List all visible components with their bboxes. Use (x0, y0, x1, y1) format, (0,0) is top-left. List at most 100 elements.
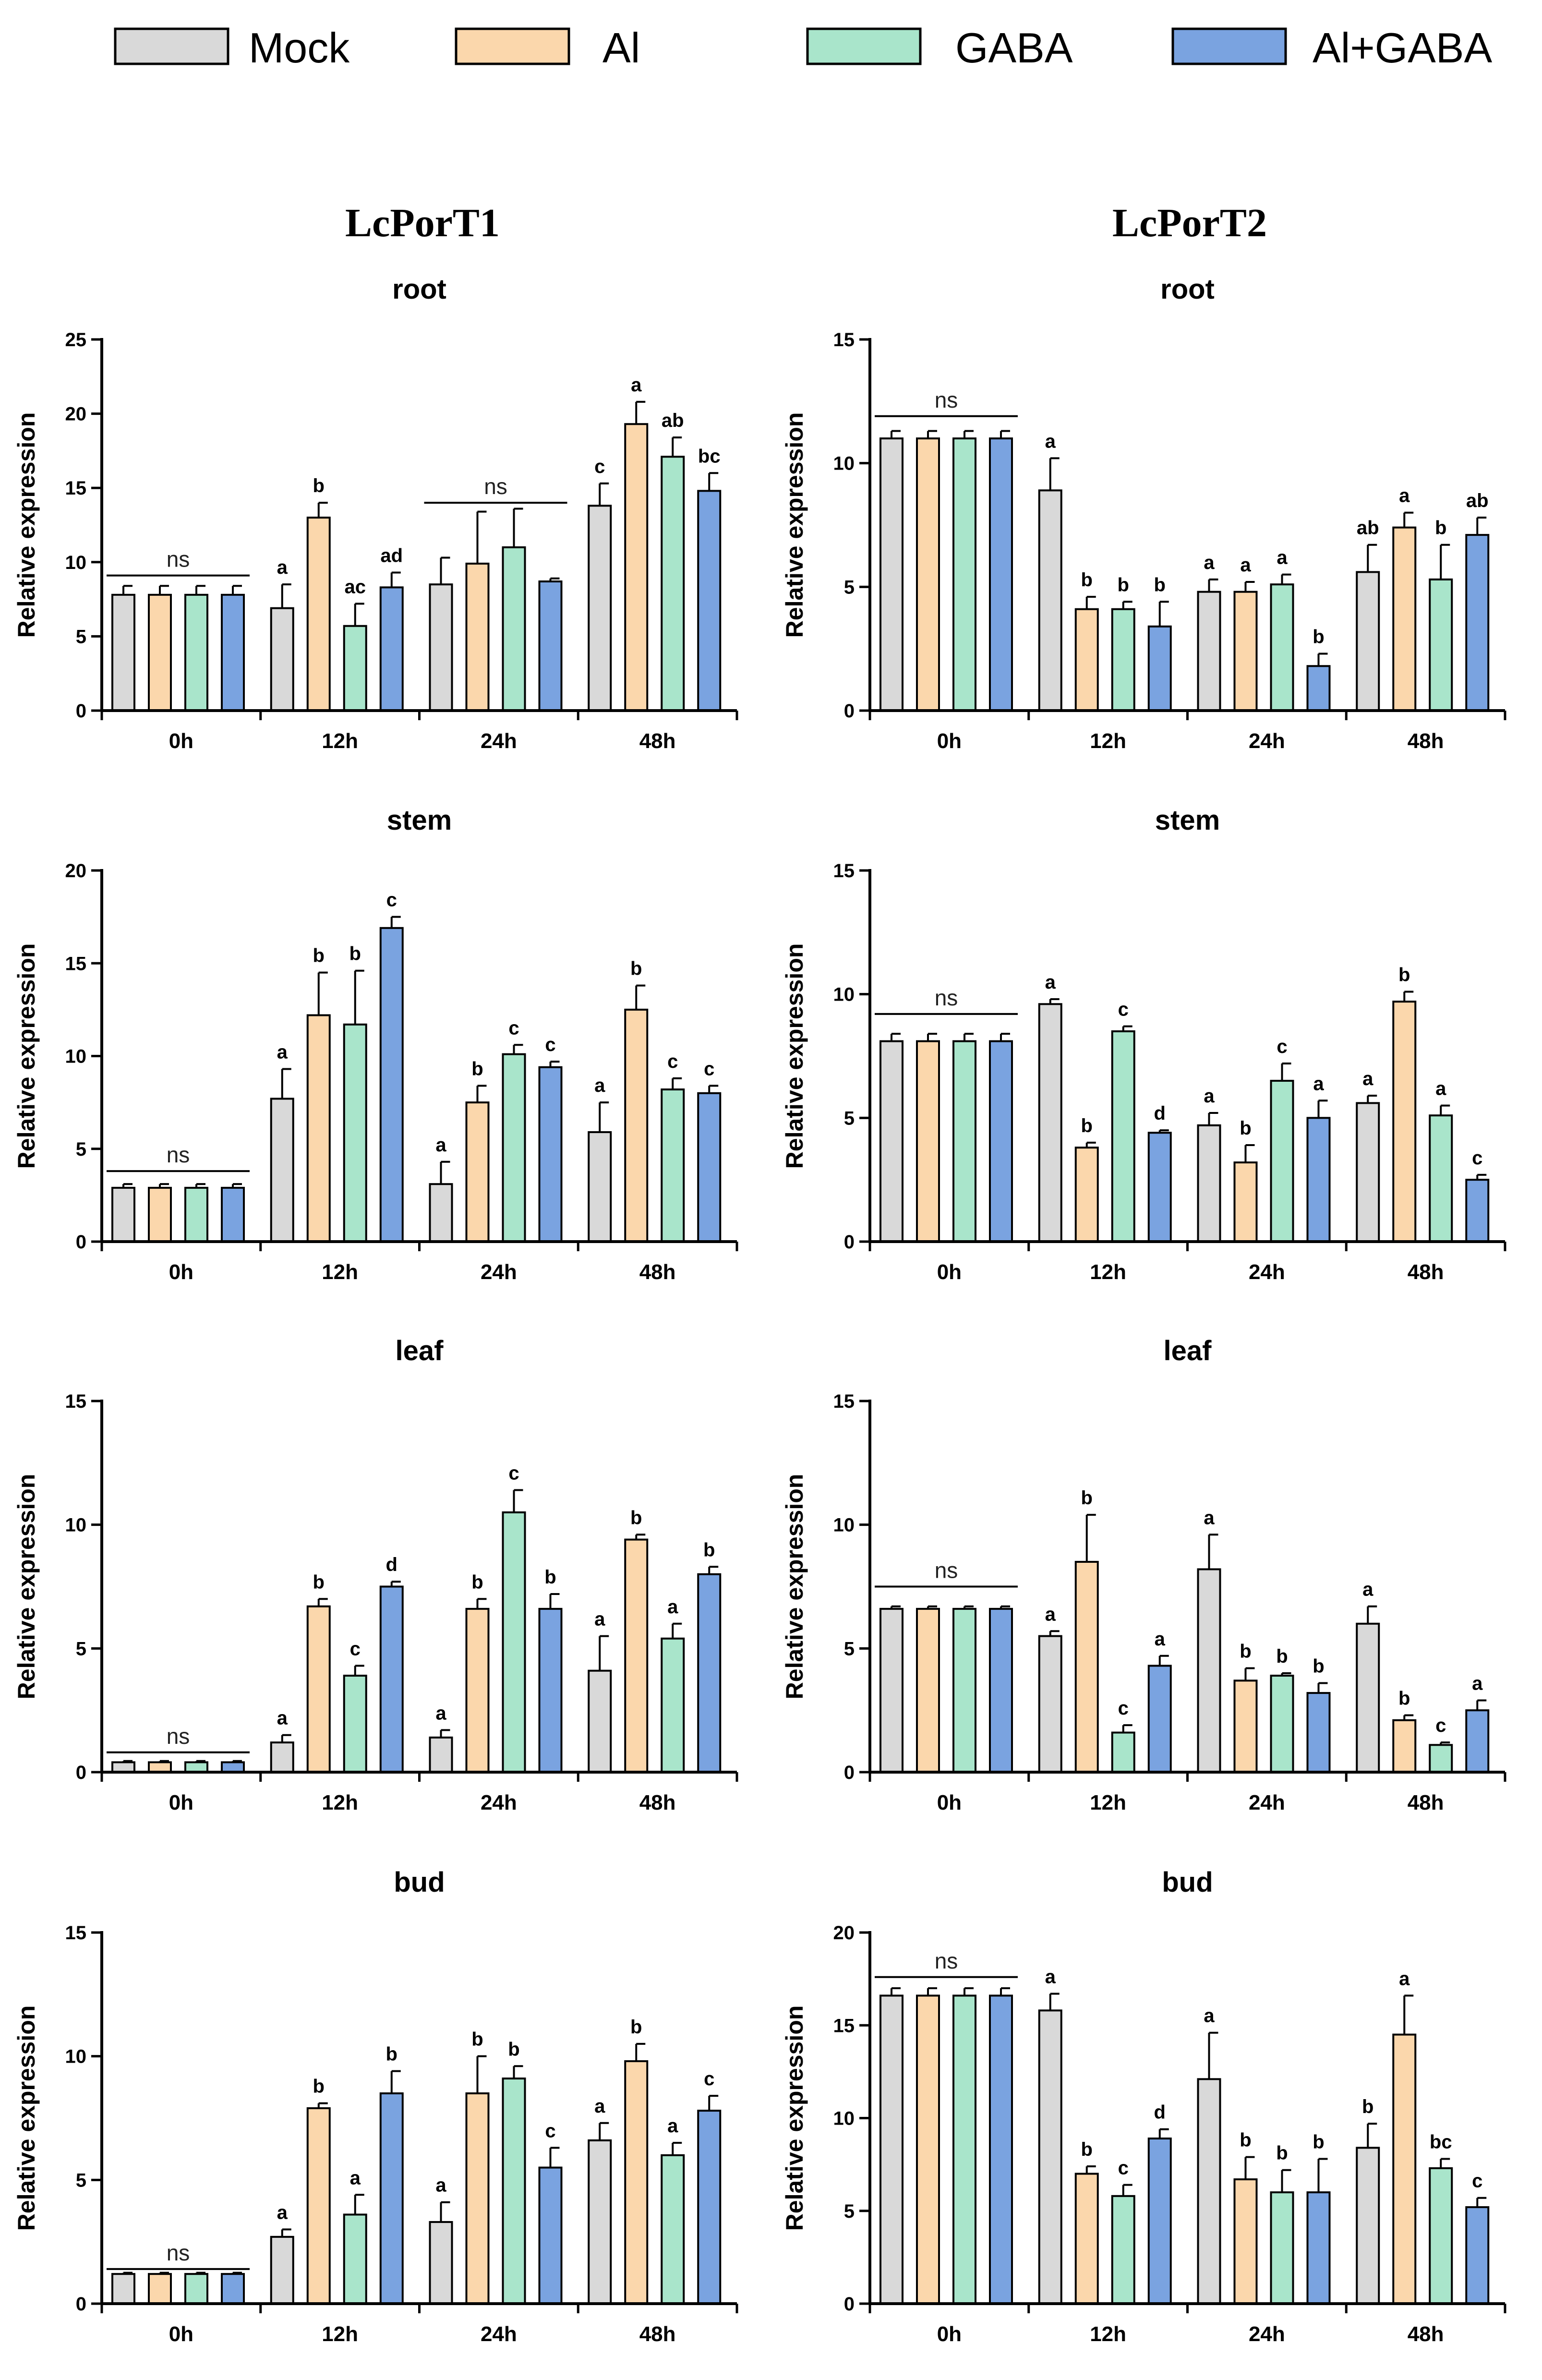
significance-label: b (1398, 965, 1410, 986)
bar-al-24h (465, 1101, 490, 1243)
bar-gaba-0h (952, 437, 976, 712)
significance-label: a (1204, 1507, 1215, 1528)
legend-label-al: Al (602, 24, 640, 72)
panel-lcport2-stem: stem Relative expression a a a b b b c c a d a c ns 0 5 1… (781, 805, 1506, 1284)
legend-label-gaba: GABA (955, 24, 1073, 72)
y-tick-label: 15 (833, 329, 855, 350)
x-tick-label-48h: 48h (1408, 1260, 1444, 1284)
bar-gaba-24h (502, 1053, 526, 1243)
x-tick-label-12h: 12h (322, 2322, 358, 2346)
bar-al-0h (148, 593, 172, 712)
y-tick-label: 0 (844, 1232, 855, 1253)
bar-al-0h (148, 1186, 172, 1243)
significance-label: a (1204, 552, 1215, 573)
bar-mock-0h (879, 1607, 904, 1773)
significance-label: a (1155, 1629, 1166, 1650)
bar-al-48h (624, 423, 649, 712)
bar-gaba-48h (661, 456, 685, 712)
legend-item-gaba: GABA (806, 24, 1073, 72)
y-tick-label: 5 (844, 577, 855, 598)
y-tick-label: 15 (65, 1391, 87, 1412)
bar-al-48h (1392, 526, 1417, 712)
bar-gaba-0h (184, 593, 208, 712)
significance-label: b (1081, 1487, 1093, 1509)
y-tick-label: 10 (833, 453, 855, 474)
significance-label: b (1081, 1115, 1093, 1136)
significance-label: a (594, 1075, 605, 1096)
significance-label: a (1045, 972, 1056, 993)
bar-al-plus-gaba-24h (1306, 665, 1331, 712)
column-titles: LcPorT1 LcPorT2 (345, 201, 1267, 245)
significance-label: c (1118, 2158, 1129, 2179)
bar-al-plus-gaba-12h (1147, 625, 1172, 712)
bar-mock-12h (1038, 1635, 1062, 1773)
significance-label: b (703, 1539, 715, 1560)
bar-al-plus-gaba-0h (221, 1761, 245, 1774)
bar-gaba-12h (343, 625, 367, 712)
x-tick-label-0h: 0h (169, 729, 193, 753)
panel-title: root (392, 274, 446, 305)
significance-label: a (1240, 555, 1251, 576)
significance-label: b (313, 945, 325, 966)
y-tick-label: 10 (833, 984, 855, 1005)
panel-lcport1-leaf: leaf Relative expression a a a b b b c c a d b b ns 0 5 1… (13, 1335, 738, 1814)
bar-mock-48h (1356, 2147, 1380, 2305)
bar-al-0h (148, 2273, 172, 2305)
ns-label: ns (935, 985, 958, 1010)
y-tick-label: 0 (844, 2294, 855, 2315)
y-tick-label: 15 (65, 478, 87, 499)
bar-mock-48h (1356, 1622, 1380, 1774)
significance-label: a (1472, 1673, 1483, 1694)
bar-al-plus-gaba-48h (1465, 2206, 1490, 2305)
significance-label: c (545, 1034, 555, 1055)
panel-lcport1-bud: bud Relative expression a a a b b b a b a b c c ns 0 5 10… (13, 1867, 738, 2346)
y-tick-label: 10 (65, 1046, 87, 1067)
bar-mock-48h (588, 505, 612, 712)
y-axis-label: Relative expression (781, 2005, 808, 2231)
y-axis-label: Relative expression (13, 943, 40, 1169)
significance-label: a (1399, 1968, 1410, 1989)
bar-al-0h (916, 437, 940, 712)
x-tick-label-12h: 12h (1090, 1791, 1126, 1814)
y-tick-label: 15 (65, 953, 87, 974)
bar-mock-12h (270, 1741, 294, 1773)
significance-label: a (277, 2202, 288, 2223)
bar-gaba-0h (952, 1994, 976, 2305)
significance-label: ad (380, 545, 403, 566)
significance-label: c (1472, 2171, 1482, 2192)
bar-al-plus-gaba-24h (1306, 1692, 1331, 1773)
x-tick-label-12h: 12h (322, 1791, 358, 1814)
bar-gaba-0h (952, 1040, 976, 1243)
x-tick-label-24h: 24h (1249, 1260, 1285, 1284)
significance-label: b (1362, 2096, 1373, 2117)
x-tick-label-24h: 24h (1249, 729, 1285, 753)
legend-item-al: Al (455, 24, 640, 72)
bar-al-plus-gaba-48h (697, 490, 722, 712)
significance-label: c (1118, 999, 1129, 1020)
significance-label: c (1277, 1036, 1287, 1057)
significance-label: a (435, 2175, 446, 2196)
bar-gaba-12h (343, 1675, 367, 1774)
bar-al-0h (916, 1607, 940, 1773)
bar-al-12h (306, 517, 331, 712)
bar-gaba-48h (1429, 1114, 1453, 1243)
significance-label: a (1277, 547, 1288, 568)
significance-label: b (1240, 1118, 1251, 1139)
x-tick-label-12h: 12h (322, 729, 358, 753)
bar-gaba-0h (184, 2273, 208, 2305)
significance-label: a (277, 557, 288, 578)
bar-gaba-24h (502, 546, 526, 712)
ns-label: ns (935, 1948, 958, 1973)
bar-gaba-48h (1429, 578, 1453, 712)
significance-label: bc (698, 446, 721, 467)
bar-gaba-24h (502, 1511, 526, 1773)
significance-label: a (594, 2096, 605, 2117)
y-tick-label: 5 (76, 1139, 86, 1160)
bar-al-plus-gaba-48h (697, 2110, 722, 2305)
bar-al-plus-gaba-0h (221, 593, 245, 712)
bar-gaba-24h (1270, 1080, 1294, 1243)
significance-label: d (386, 1554, 398, 1575)
